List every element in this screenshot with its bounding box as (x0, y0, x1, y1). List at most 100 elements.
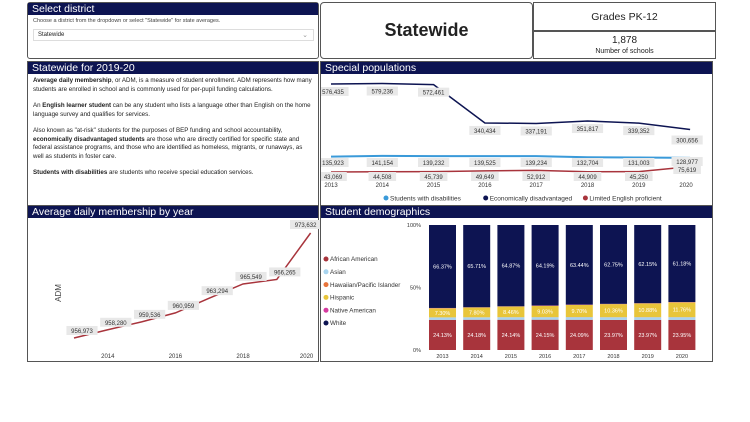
data-label-bg (571, 158, 604, 167)
panel-header: Select district (28, 3, 318, 15)
data-label-bg (419, 172, 448, 181)
data-label: 23.95% (673, 333, 692, 339)
bar-segment (565, 304, 593, 318)
data-label: 960,959 (173, 304, 195, 310)
data-label: 62.75% (604, 262, 623, 268)
bar-segment (565, 317, 593, 320)
data-label: 141,154 (371, 161, 393, 167)
data-label-bg (625, 172, 653, 181)
data-label: 63.44% (570, 263, 589, 269)
data-label: 132,704 (577, 161, 599, 167)
x-tick-label: 2018 (236, 354, 250, 360)
bar-segment (497, 306, 525, 318)
data-label-bg (469, 125, 501, 135)
data-label-bg (134, 309, 166, 319)
schools-label: Number of schools (595, 48, 654, 55)
ed-definition: Also known as "at-risk" students for the… (33, 127, 303, 160)
data-label: 7.30% (435, 311, 451, 317)
x-tick-label: 2017 (530, 183, 544, 189)
bar-segment (600, 319, 627, 350)
data-label-bg (522, 172, 550, 181)
data-label: 958,280 (105, 321, 127, 327)
panel-header: Statewide for 2019-20 (28, 62, 318, 74)
schools-card: 1,878 Number of schools (533, 31, 716, 59)
series-line-2 (330, 165, 691, 173)
data-label: 11.76% (673, 308, 691, 314)
data-label: 49,649 (476, 175, 495, 181)
adm-panel: Average daily membership by year 956,973… (27, 205, 320, 362)
data-label: 24.18% (467, 333, 486, 339)
legend-marker (323, 269, 329, 275)
data-label: 44,508 (373, 175, 392, 181)
x-tick-label: 2015 (427, 183, 441, 189)
bar-segment (531, 225, 559, 306)
special-populations-chart: 135,923 141,154 139,232 139,525 139,234 132,7… (321, 82, 703, 203)
page-title: Statewide (320, 2, 533, 59)
data-label: 43,069 (324, 175, 343, 181)
data-label: 135,923 (322, 161, 344, 167)
data-label-bg (418, 87, 450, 97)
data-label: 139,232 (423, 161, 445, 167)
bar-segment (531, 317, 559, 320)
data-label-bg (321, 172, 347, 181)
special-populations-panel: Special populations 135,923 141,154 139,23… (320, 61, 713, 206)
bar-segment (497, 225, 525, 307)
bar-segment (429, 308, 456, 318)
data-label-bg (321, 158, 349, 167)
data-label: 572,461 (423, 91, 445, 97)
bar-segment (429, 317, 456, 320)
data-label: 44,909 (578, 175, 597, 181)
data-label-bg (368, 172, 397, 181)
legend-item: White (330, 320, 347, 327)
data-label-bg (290, 220, 320, 229)
district-dropdown[interactable]: Statewide ⌄ (33, 29, 314, 41)
bar-segment (463, 317, 491, 320)
bar-segment (668, 319, 696, 350)
data-label-bg (321, 87, 349, 96)
data-label: 965,549 (240, 275, 262, 281)
data-label: 64.19% (536, 263, 555, 269)
data-label-bg (673, 165, 701, 174)
data-label: 139,525 (474, 161, 496, 167)
panel-header: Average daily membership by year (28, 206, 318, 218)
x-tick-label: 2019 (632, 183, 646, 189)
data-label-bg (471, 172, 499, 181)
data-label: 351,817 (577, 127, 599, 133)
data-label: 65.71% (467, 264, 486, 270)
data-label: 75,619 (678, 168, 697, 174)
bar-segment (634, 319, 662, 350)
legend-item: Asian (330, 269, 346, 276)
demographics-panel: Student demographics 0% 50% 100% 24.13% 7.30… (320, 205, 713, 362)
data-label: 579,236 (371, 90, 393, 96)
description-panel: Statewide for 2019-20 Average daily memb… (27, 61, 319, 206)
data-label-bg (623, 126, 655, 136)
legend-marker (323, 256, 329, 262)
data-label: 9.70% (571, 309, 587, 315)
data-label: 966,265 (274, 270, 296, 276)
x-tick-label: 2013 (436, 354, 448, 360)
data-label: 45,250 (630, 175, 649, 181)
legend-item: Students with disabilities (390, 196, 462, 203)
data-label-bg (66, 326, 98, 335)
data-label: 24.13% (433, 333, 452, 339)
demographics-chart: 0% 50% 100% 24.13% 7.30% 66.37% 2013 24.18% 7.80… (323, 223, 696, 360)
data-label: 956,973 (71, 329, 93, 335)
legend-marker (323, 282, 329, 288)
legend-item: Native American (330, 307, 376, 314)
x-tick-label: 2013 (324, 183, 338, 189)
legend-item: Hispanic (330, 295, 354, 302)
legend-marker (323, 294, 329, 300)
chevron-down-icon: ⌄ (302, 32, 308, 39)
bar-segment (634, 225, 662, 304)
data-label: 45,739 (424, 175, 443, 181)
data-label: 62.15% (638, 262, 657, 268)
panel-header: Special populations (321, 62, 712, 74)
x-tick-label: 2016 (539, 354, 551, 360)
x-tick-label: 2017 (573, 354, 585, 360)
data-label: 131,003 (628, 161, 650, 167)
dropdown-value: Statewide (38, 32, 65, 38)
bar-segment (429, 319, 456, 350)
bar-segment (600, 225, 627, 304)
legend-item: Limited English proficient (589, 196, 661, 203)
legend-marker (483, 195, 489, 201)
